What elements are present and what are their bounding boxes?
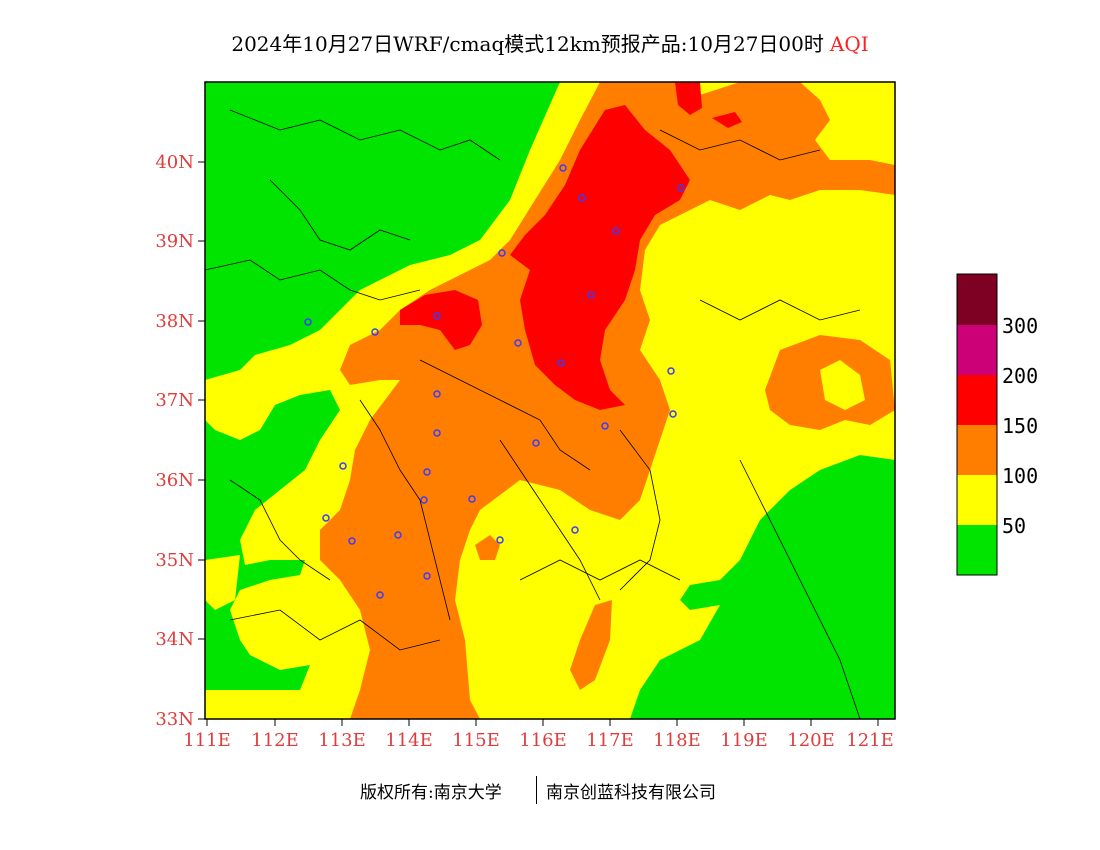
city-marker [667, 367, 675, 375]
lon-label: 114E [385, 730, 433, 751]
aqi-zone-unhealthy-sensitive-spot [475, 535, 500, 560]
legend-swatch-150-200 [957, 375, 997, 425]
aqi-field [205, 82, 895, 719]
province-boundaries [205, 109, 861, 719]
city-marker [578, 194, 586, 202]
lat-label: 34N [155, 629, 194, 650]
lon-label: 117E [586, 730, 634, 751]
aqi-legend: 300 200 150 100 50 [956, 273, 1038, 576]
city-marker [433, 390, 441, 398]
title-variable: AQI [829, 32, 869, 56]
city-marker [669, 410, 677, 418]
city-marker [339, 462, 347, 470]
legend-label: 200 [1002, 364, 1038, 388]
aqi-zone-unhealthy-sensitive-south [570, 600, 612, 690]
city-marker [557, 359, 565, 367]
title-text: 2024年10月27日WRF/cmaq模式12km预报产品:10月27日00时 [231, 32, 824, 56]
lat-label: 40N [155, 152, 194, 173]
map-title: 2024年10月27日WRF/cmaq模式12km预报产品:10月27日00时 A… [0, 28, 1100, 57]
legend-swatch-200-300 [957, 325, 997, 375]
city-marker [677, 184, 685, 192]
lon-label: 112E [251, 730, 299, 751]
legend-swatch-50-100 [957, 475, 997, 525]
lat-label: 39N [155, 231, 194, 252]
lat-label: 36N [155, 470, 194, 491]
lon-label: 115E [452, 730, 500, 751]
legend-label: 150 [1002, 414, 1038, 438]
aqi-zone-unhealthy-ne [712, 112, 742, 128]
city-marker [571, 526, 579, 534]
city-marker [601, 422, 609, 430]
city-marker [376, 591, 384, 599]
city-marker [532, 439, 540, 447]
lon-label: 118E [653, 730, 701, 751]
lon-label: 119E [720, 730, 768, 751]
lat-label: 35N [155, 550, 194, 571]
city-marker [587, 291, 595, 299]
city-marker [423, 468, 431, 476]
city-marker [496, 536, 504, 544]
legend-label: 100 [1002, 464, 1038, 488]
city-marker [468, 495, 476, 503]
city-marker [304, 318, 312, 326]
city-marker [394, 531, 402, 539]
aqi-zone-unhealthy-north [675, 82, 702, 115]
city-marker [348, 537, 356, 545]
lon-label: 120E [787, 730, 835, 751]
city-marker [322, 514, 330, 522]
legend-swatch-100-150 [957, 425, 997, 475]
legend-swatch-300-plus [957, 274, 997, 325]
aqi-zone-unhealthy-west [400, 290, 482, 350]
lat-label: 38N [155, 311, 194, 332]
city-marker [423, 572, 431, 580]
city-marker [433, 312, 441, 320]
copyright-text: 版权所有:南京大学 [360, 783, 502, 803]
city-marker [612, 227, 620, 235]
longitude-axis: 111E 112E 113E 114E 115E 116E 117E 118E … [183, 719, 894, 751]
lon-label: 113E [318, 730, 366, 751]
city-markers [304, 164, 685, 599]
latitude-axis: 40N 39N 38N 37N 36N 35N 34N 33N [155, 152, 205, 730]
legend-swatch-0-50 [957, 525, 997, 575]
aqi-zone-moderate-ne [205, 555, 240, 610]
lat-label: 33N [155, 709, 194, 730]
city-marker [514, 339, 522, 347]
legend-label: 50 [1002, 514, 1026, 538]
city-marker [559, 164, 567, 172]
city-marker [420, 496, 428, 504]
footer-divider [536, 776, 537, 804]
lon-label: 116E [519, 730, 567, 751]
lon-label: 121E [846, 730, 894, 751]
legend-frame [956, 273, 998, 576]
city-marker [498, 249, 506, 257]
lat-label: 37N [155, 390, 194, 411]
aqi-zone-unhealthy [510, 105, 690, 410]
city-marker [433, 429, 441, 437]
lon-label: 111E [183, 730, 231, 751]
company-text: 南京创蓝科技有限公司 [546, 783, 716, 803]
aqi-zone-moderate-east-hole [820, 360, 865, 410]
city-marker [371, 328, 379, 336]
legend-label: 300 [1002, 314, 1038, 338]
